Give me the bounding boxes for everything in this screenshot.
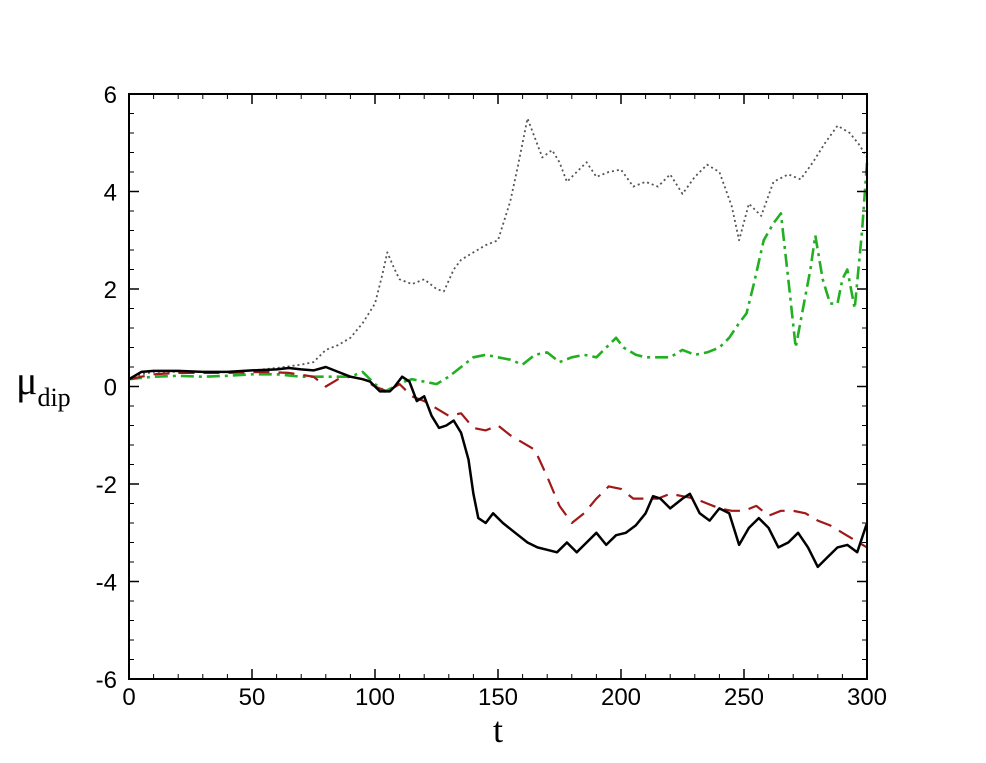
x-axis-title: t bbox=[493, 710, 503, 750]
series-line-1-dotted bbox=[128, 117, 868, 381]
x-tick-label: 300 bbox=[847, 684, 887, 711]
y-axis-title-subscript: dip bbox=[37, 383, 70, 412]
plot-frame bbox=[128, 93, 868, 680]
x-tick-label: 250 bbox=[724, 684, 764, 711]
y-tick-label: -4 bbox=[96, 570, 117, 597]
tick-layer: 0 50 100 150 200 250 300 -6 -4 -2 0 2 4 6 bbox=[96, 82, 887, 711]
y-tick-label: 4 bbox=[104, 180, 117, 207]
x-tick-label: 0 bbox=[122, 684, 135, 711]
x-tick-label: 50 bbox=[239, 684, 266, 711]
x-tick-label: 150 bbox=[478, 684, 518, 711]
series-line-3-dashed bbox=[128, 370, 868, 549]
y-tick-label: 6 bbox=[104, 82, 117, 109]
y-tick-label: 0 bbox=[104, 375, 117, 402]
y-tick-label: 2 bbox=[104, 277, 117, 304]
y-axis-title-main: μ bbox=[16, 358, 37, 403]
series-line-2-dashdot bbox=[128, 162, 869, 393]
series-layer bbox=[128, 117, 869, 569]
series-line-4-solid bbox=[128, 365, 869, 569]
x-tick-label: 200 bbox=[601, 684, 641, 711]
x-tick-label: 100 bbox=[355, 684, 395, 711]
y-axis-title: μdip bbox=[16, 358, 71, 412]
y-tick-label: -2 bbox=[96, 472, 117, 499]
y-tick-label: -6 bbox=[96, 667, 117, 694]
